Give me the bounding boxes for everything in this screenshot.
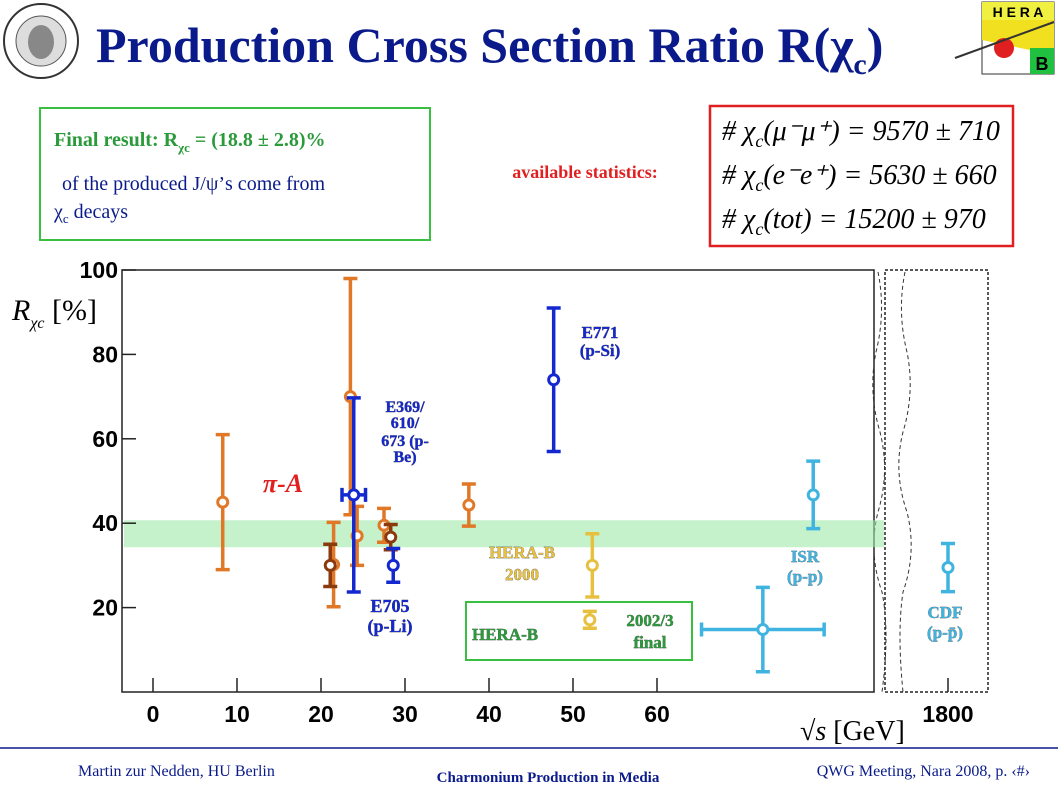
x-tick-label: 1800 bbox=[922, 701, 973, 727]
annotation: HERA-B bbox=[472, 625, 538, 644]
data-point bbox=[547, 373, 561, 387]
data-point bbox=[384, 530, 398, 544]
formula-part: # χ bbox=[722, 116, 756, 147]
annotation: (p-p) bbox=[787, 567, 823, 586]
x-tick-label: 10 bbox=[224, 701, 250, 727]
formula-part: (tot) = 15200 ± 970 bbox=[763, 204, 985, 235]
hera-b-logo: H E R A B bbox=[954, 1, 1055, 75]
x-tick-label: 20 bbox=[308, 701, 334, 727]
hera-b-box bbox=[465, 601, 693, 661]
formula-part: c bbox=[755, 219, 763, 239]
annotation: (p-Li) bbox=[368, 616, 413, 637]
footer-right: QWG Meeting, Nara 2008, p. ‹#› bbox=[817, 763, 1030, 780]
annotation: E369/ bbox=[385, 399, 425, 416]
plot-frame bbox=[121, 269, 875, 693]
formula-part: # χ bbox=[722, 204, 756, 235]
data-point bbox=[462, 498, 476, 512]
annotation: E771 bbox=[582, 323, 619, 342]
formula-part: c bbox=[755, 175, 763, 195]
result-band bbox=[124, 520, 884, 548]
data-point bbox=[323, 558, 337, 572]
x-tick-label: 60 bbox=[644, 701, 670, 727]
label-part: [GeV] bbox=[826, 716, 905, 747]
stats-formula: # χc(μ⁻μ⁺) = 9570 ± 710 bbox=[722, 116, 1000, 151]
logo-text: B bbox=[1036, 54, 1049, 74]
axis-break bbox=[898, 271, 912, 693]
annotation: Be) bbox=[393, 449, 416, 466]
annotation: CDF bbox=[928, 603, 963, 622]
formula-part: c bbox=[755, 131, 763, 151]
stats-formula: # χc(e⁻e⁺) = 5630 ± 660 bbox=[722, 160, 997, 195]
data-point bbox=[585, 558, 599, 572]
annotation: ISR bbox=[791, 547, 820, 566]
footer-left: Martin zur Nedden, HU Berlin bbox=[78, 763, 275, 780]
annotation: 673 (p- bbox=[381, 433, 429, 450]
logo-text: H E R A bbox=[993, 4, 1044, 20]
result-text: Final result: Rχc = (18.8 ± 2.8)% bbox=[54, 129, 326, 155]
x-tick-label: 40 bbox=[476, 701, 502, 727]
annotation: E705 bbox=[370, 596, 409, 616]
stats-box bbox=[708, 104, 1015, 248]
data-point bbox=[941, 561, 955, 575]
x-tick-label: 0 bbox=[147, 701, 160, 727]
data-point bbox=[386, 558, 400, 572]
stats-formula: # χc(tot) = 15200 ± 970 bbox=[722, 204, 986, 239]
label-part: √s bbox=[800, 716, 826, 747]
annotation: (p-p̄) bbox=[927, 623, 963, 642]
y-tick-label: 60 bbox=[92, 426, 118, 452]
annotation: HERA-B bbox=[489, 543, 555, 562]
y-tick-label: 80 bbox=[92, 341, 118, 367]
annotation: π-A bbox=[263, 469, 303, 498]
y-axis-label: Rχc [%] bbox=[11, 294, 97, 332]
axis-break bbox=[872, 271, 887, 693]
annotation: 2002/3 bbox=[626, 611, 673, 630]
plot-frame-break bbox=[884, 269, 989, 693]
data-point bbox=[216, 495, 230, 509]
data-point bbox=[806, 488, 820, 502]
footer-center: Charmonium Production in Media bbox=[437, 770, 660, 786]
formula-part: # χ bbox=[722, 160, 756, 191]
label-part: [%] bbox=[44, 294, 96, 327]
annotation: (p-Si) bbox=[580, 341, 621, 360]
y-tick-label: 100 bbox=[80, 257, 118, 283]
data-point bbox=[583, 613, 597, 627]
y-tick-label: 20 bbox=[92, 595, 118, 621]
data-point bbox=[756, 623, 770, 637]
result-text: χc decays bbox=[53, 201, 128, 226]
university-seal bbox=[3, 3, 79, 79]
label-part: χc bbox=[28, 315, 44, 332]
slide-title: Production Cross Section Ratio R(χc) bbox=[96, 17, 883, 81]
formula-part: (μ⁻μ⁺) = 9570 ± 710 bbox=[763, 116, 1000, 147]
label-part: R bbox=[11, 294, 30, 327]
annotation: final bbox=[633, 633, 666, 652]
annotation: 2000 bbox=[505, 565, 539, 584]
x-tick-label: 30 bbox=[392, 701, 418, 727]
data-point bbox=[347, 488, 361, 502]
stats-label: available statistics: bbox=[512, 162, 658, 182]
result-box bbox=[39, 107, 431, 241]
y-tick-label: 40 bbox=[92, 510, 118, 536]
x-axis-label: √s [GeV] bbox=[800, 716, 905, 747]
x-tick-label: 50 bbox=[560, 701, 586, 727]
formula-part: (e⁻e⁺) = 5630 ± 660 bbox=[763, 160, 996, 191]
annotation: 610/ bbox=[391, 415, 420, 432]
result-text: of the produced J/ψ’s come from bbox=[62, 173, 325, 195]
